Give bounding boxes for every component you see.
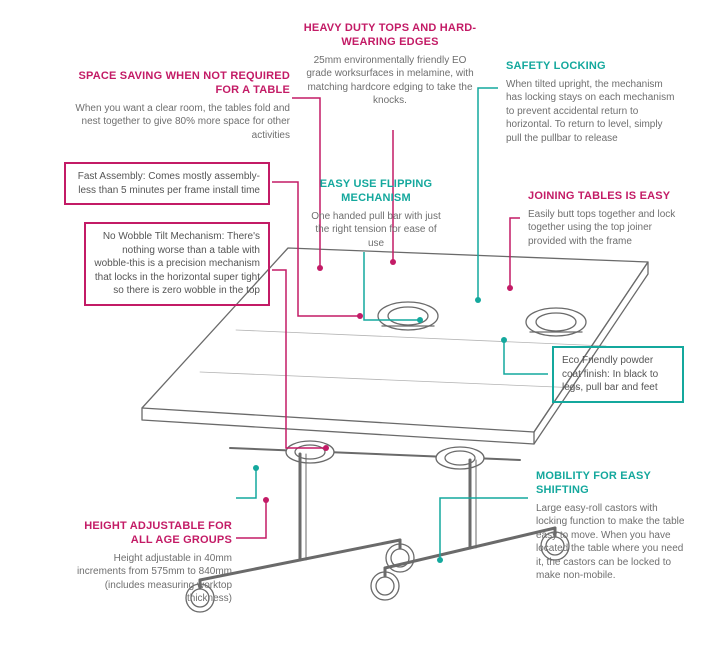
callout-joining-tables: JOINING TABLES IS EASY Easily butt tops … xyxy=(528,190,688,248)
callout-easy-flip: EASY USE FLIPPING MECHANISM One handed p… xyxy=(306,178,446,250)
title: JOINING TABLES IS EASY xyxy=(528,190,688,204)
title: HEAVY DUTY TOPS AND HARD-WEARING EDGES xyxy=(300,22,480,50)
body: Fast Assembly: Comes mostly assembly- le… xyxy=(64,162,270,205)
boxed-no-wobble: No Wobble Tilt Mechanism: There's nothin… xyxy=(84,222,270,306)
body: Large easy-roll castors with locking fun… xyxy=(536,502,686,583)
title: MOBILITY FOR EASY SHIFTING xyxy=(536,470,686,498)
callout-height-adjustable: HEIGHT ADJUSTABLE FOR ALL AGE GROUPS Hei… xyxy=(70,520,232,606)
body: When tilted upright, the mechanism has l… xyxy=(506,78,676,146)
body: No Wobble Tilt Mechanism: There's nothin… xyxy=(84,222,270,306)
body: When you want a clear room, the tables f… xyxy=(70,102,290,143)
title: HEIGHT ADJUSTABLE FOR ALL AGE GROUPS xyxy=(70,520,232,548)
callout-space-saving: SPACE SAVING WHEN NOT REQUIRED FOR A TAB… xyxy=(70,70,290,142)
boxed-fast-assembly: Fast Assembly: Comes mostly assembly- le… xyxy=(64,162,270,205)
body: Height adjustable in 40mm increments fro… xyxy=(70,552,232,606)
callout-mobility: MOBILITY FOR EASY SHIFTING Large easy-ro… xyxy=(536,470,686,583)
callout-safety-locking: SAFETY LOCKING When tilted upright, the … xyxy=(506,60,676,145)
body: One handed pull bar with just the right … xyxy=(306,210,446,251)
body: Eco Friendly powder coat finish: In blac… xyxy=(552,346,684,403)
body: 25mm environmentally friendly EO grade w… xyxy=(300,54,480,108)
title: SPACE SAVING WHEN NOT REQUIRED FOR A TAB… xyxy=(70,70,290,98)
boxed-eco-finish: Eco Friendly powder coat finish: In blac… xyxy=(552,346,684,403)
body: Easily butt tops together and lock toget… xyxy=(528,208,688,249)
title: SAFETY LOCKING xyxy=(506,60,676,74)
title: EASY USE FLIPPING MECHANISM xyxy=(306,178,446,206)
callout-heavy-duty-tops: HEAVY DUTY TOPS AND HARD-WEARING EDGES 2… xyxy=(300,22,480,108)
